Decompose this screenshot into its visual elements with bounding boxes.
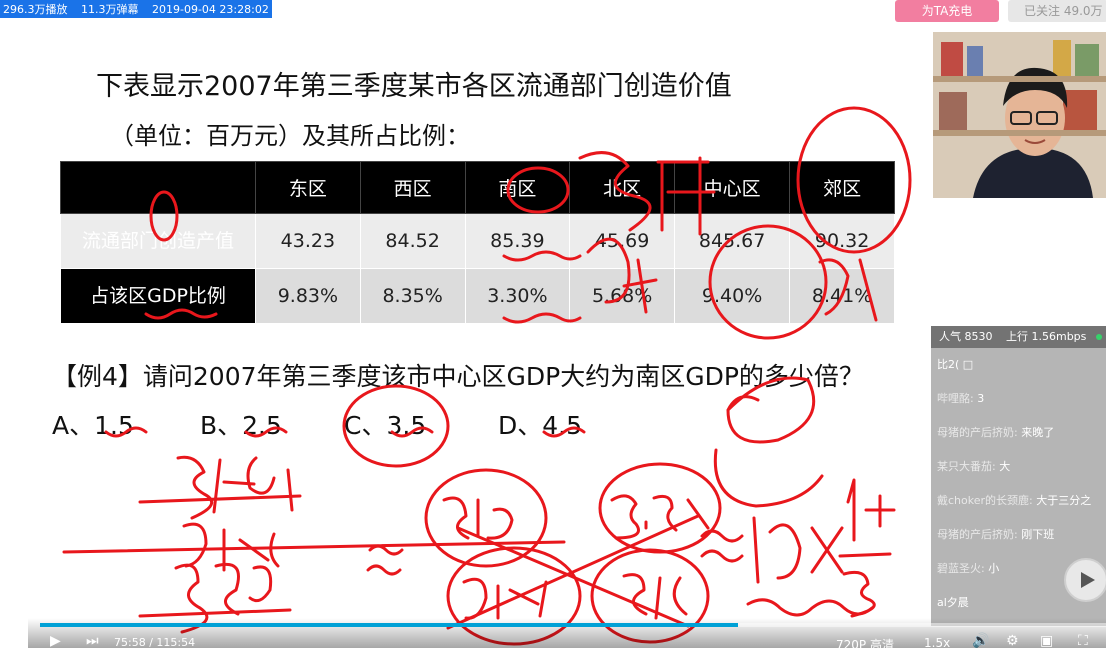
bookshelf <box>933 76 1106 82</box>
option-value: 2.5 <box>242 411 282 440</box>
chat-text: 3 <box>977 392 985 405</box>
fullscreen-icon[interactable]: ⛶ <box>1078 633 1088 648</box>
chat-user: 哔哩酩: <box>937 392 974 405</box>
table-cell: 5.68% <box>569 268 675 324</box>
table-cell: 45.69 <box>569 213 675 269</box>
play-icon[interactable]: ▶ <box>50 633 61 648</box>
table-cell: 85.39 <box>464 213 571 269</box>
table-cell: 90.32 <box>789 213 895 269</box>
volume-icon[interactable]: 🔊 <box>972 633 990 648</box>
player-controls: ▶ ⏭ 75:58 / 115:54 720P 高清 1.5x 🔊 ⚙ ▣ ⛶ <box>28 618 1106 648</box>
quality-selector[interactable]: 720P 高清 <box>836 638 894 648</box>
presenter-figure <box>939 40 1099 198</box>
chat-message: 戴choker的长颈鹿: 大于三分之 <box>937 484 1100 518</box>
chat-text: 刚下班 <box>1021 528 1055 541</box>
table-row: 占该区GDP比例 9.83% 8.35% 3.30% 5.68% 9.40% 8… <box>60 268 895 324</box>
option-value: 3.5 <box>386 411 427 440</box>
chat-message: 某只大番茄: 大 <box>937 450 1100 484</box>
video-stats: 296.3万播放 11.3万弹幕 2019-09-04 23:28:02 <box>0 0 272 18</box>
table-header-row: 东区 西区 南区 北区 中心区 郊区 <box>60 161 895 214</box>
current-time: 75:58 <box>114 636 146 648</box>
chat-text: al夕晨 <box>937 596 969 609</box>
chat-message: 比2( □ <box>937 348 1100 382</box>
chat-message: 碧蓝圣火: 小 <box>937 552 1100 586</box>
next-icon[interactable]: ⏭ <box>86 633 99 648</box>
table-cell: 84.52 <box>359 213 466 269</box>
chat-user: 戴choker的长颈鹿: <box>937 494 1033 507</box>
publish-datetime: 2019-09-04 23:28:02 <box>152 3 269 16</box>
chat-message: 母猪的产后挤奶: 刚下班 <box>937 518 1100 552</box>
table-cell: 9.40% <box>673 268 791 324</box>
column-header: 郊区 <box>789 161 895 214</box>
table-corner <box>60 161 256 214</box>
column-header: 南区 <box>464 161 571 214</box>
play-logo-icon <box>1081 572 1095 588</box>
option-value: 1.5 <box>94 411 134 440</box>
progress-fill <box>40 623 739 627</box>
live-status-icon <box>1096 334 1103 340</box>
video-player[interactable]: 下表显示2007年第三季度某市各区流通部门创造价值 （单位：百万元）及其所占比例… <box>28 30 1106 648</box>
data-table: 东区 西区 南区 北区 中心区 郊区 流通部门创造产值 43.23 84.52 … <box>60 161 895 324</box>
chat-user: 某只大番茄: <box>937 460 996 473</box>
bookshelf <box>933 130 1106 136</box>
teacher-webcam <box>933 32 1106 198</box>
danmaku-count: 11.3万弹幕 <box>81 3 139 16</box>
column-header: 东区 <box>255 161 361 214</box>
total-time: 115:54 <box>156 636 196 648</box>
option-c: C、3.5 <box>344 406 426 442</box>
chat-message: 哔哩酩: 3 <box>937 382 1100 416</box>
chat-user: 碧蓝圣火: <box>937 562 985 575</box>
table-cell: 43.23 <box>255 213 361 269</box>
option-letter: D、 <box>498 411 543 440</box>
chat-stats-bar: 人气 8530 上行 1.56mbps <box>931 326 1106 348</box>
table-cell: 3.30% <box>464 268 571 324</box>
chat-text: 大于三分之 <box>1036 494 1092 507</box>
danmaku-toggle-icon[interactable]: ▣ <box>1040 633 1054 648</box>
column-header: 北区 <box>569 161 675 214</box>
lecture-slide: 下表显示2007年第三季度某市各区流通部门创造价值 （单位：百万元）及其所占比例… <box>28 30 1106 648</box>
chat-text: 来晚了 <box>1021 426 1055 439</box>
chat-message: 母猪的产后挤奶: 来晚了 <box>937 416 1100 450</box>
column-header: 西区 <box>359 161 466 214</box>
slide-subtitle: （单位：百万元）及其所占比例： <box>110 122 470 150</box>
chat-text: 小 <box>988 562 1000 575</box>
follow-button[interactable]: 已关注 49.0万 <box>1008 0 1106 22</box>
speed-selector[interactable]: 1.5x <box>924 636 951 648</box>
progress-bar[interactable] <box>40 623 1106 627</box>
row-header: 流通部门创造产值 <box>60 213 256 269</box>
table-row: 流通部门创造产值 43.23 84.52 85.39 45.69 845.67 … <box>60 213 895 269</box>
popularity-count: 人气 8530 <box>939 330 993 343</box>
table-cell: 8.35% <box>359 268 466 324</box>
column-header: 中心区 <box>673 161 791 214</box>
chat-text: 大 <box>999 460 1011 473</box>
option-d: D、4.5 <box>498 406 582 442</box>
table-cell: 8.41% <box>789 268 895 324</box>
bilibili-tv-icon[interactable] <box>1064 558 1106 602</box>
option-letter: C、 <box>344 411 387 440</box>
chat-user: 母猪的产后挤奶: <box>937 528 1018 541</box>
chat-user: 母猪的产后挤奶: <box>937 426 1018 439</box>
row-header: 占该区GDP比例 <box>60 268 256 324</box>
option-b: B、2.5 <box>200 406 282 442</box>
time-display: 75:58 / 115:54 <box>114 636 196 648</box>
table-cell: 9.83% <box>255 268 361 324</box>
option-value: 4.5 <box>542 411 583 440</box>
slide-title: 下表显示2007年第三季度某市各区流通部门创造价值 <box>96 71 732 102</box>
option-a: A、1.5 <box>52 406 134 442</box>
question-text: 【例4】请问2007年第三季度该市中心区GDP大约为南区GDP的多少倍？ <box>52 362 864 391</box>
charge-button[interactable]: 为TA充电 <box>895 0 999 22</box>
option-letter: A、 <box>52 411 95 440</box>
play-count: 296.3万播放 <box>3 3 68 16</box>
chat-message-list[interactable]: 比2( □ 哔哩酩: 3 母猪的产后挤奶: 来晚了 某只大番茄: 大 戴chok… <box>931 348 1106 620</box>
settings-icon[interactable]: ⚙ <box>1006 633 1019 648</box>
table-cell: 845.67 <box>673 213 791 269</box>
chat-message: al夕晨 <box>937 586 1100 620</box>
upload-rate: 上行 1.56mbps <box>1006 330 1087 343</box>
video-info-bar: 296.3万播放 11.3万弹幕 2019-09-04 23:28:02 为TA… <box>0 0 1106 24</box>
chat-text: 比2( □ <box>937 358 974 371</box>
live-chat-panel: 人气 8530 上行 1.56mbps 比2( □ 哔哩酩: 3 母猪的产后挤奶… <box>931 326 1106 626</box>
option-letter: B、 <box>200 411 243 440</box>
